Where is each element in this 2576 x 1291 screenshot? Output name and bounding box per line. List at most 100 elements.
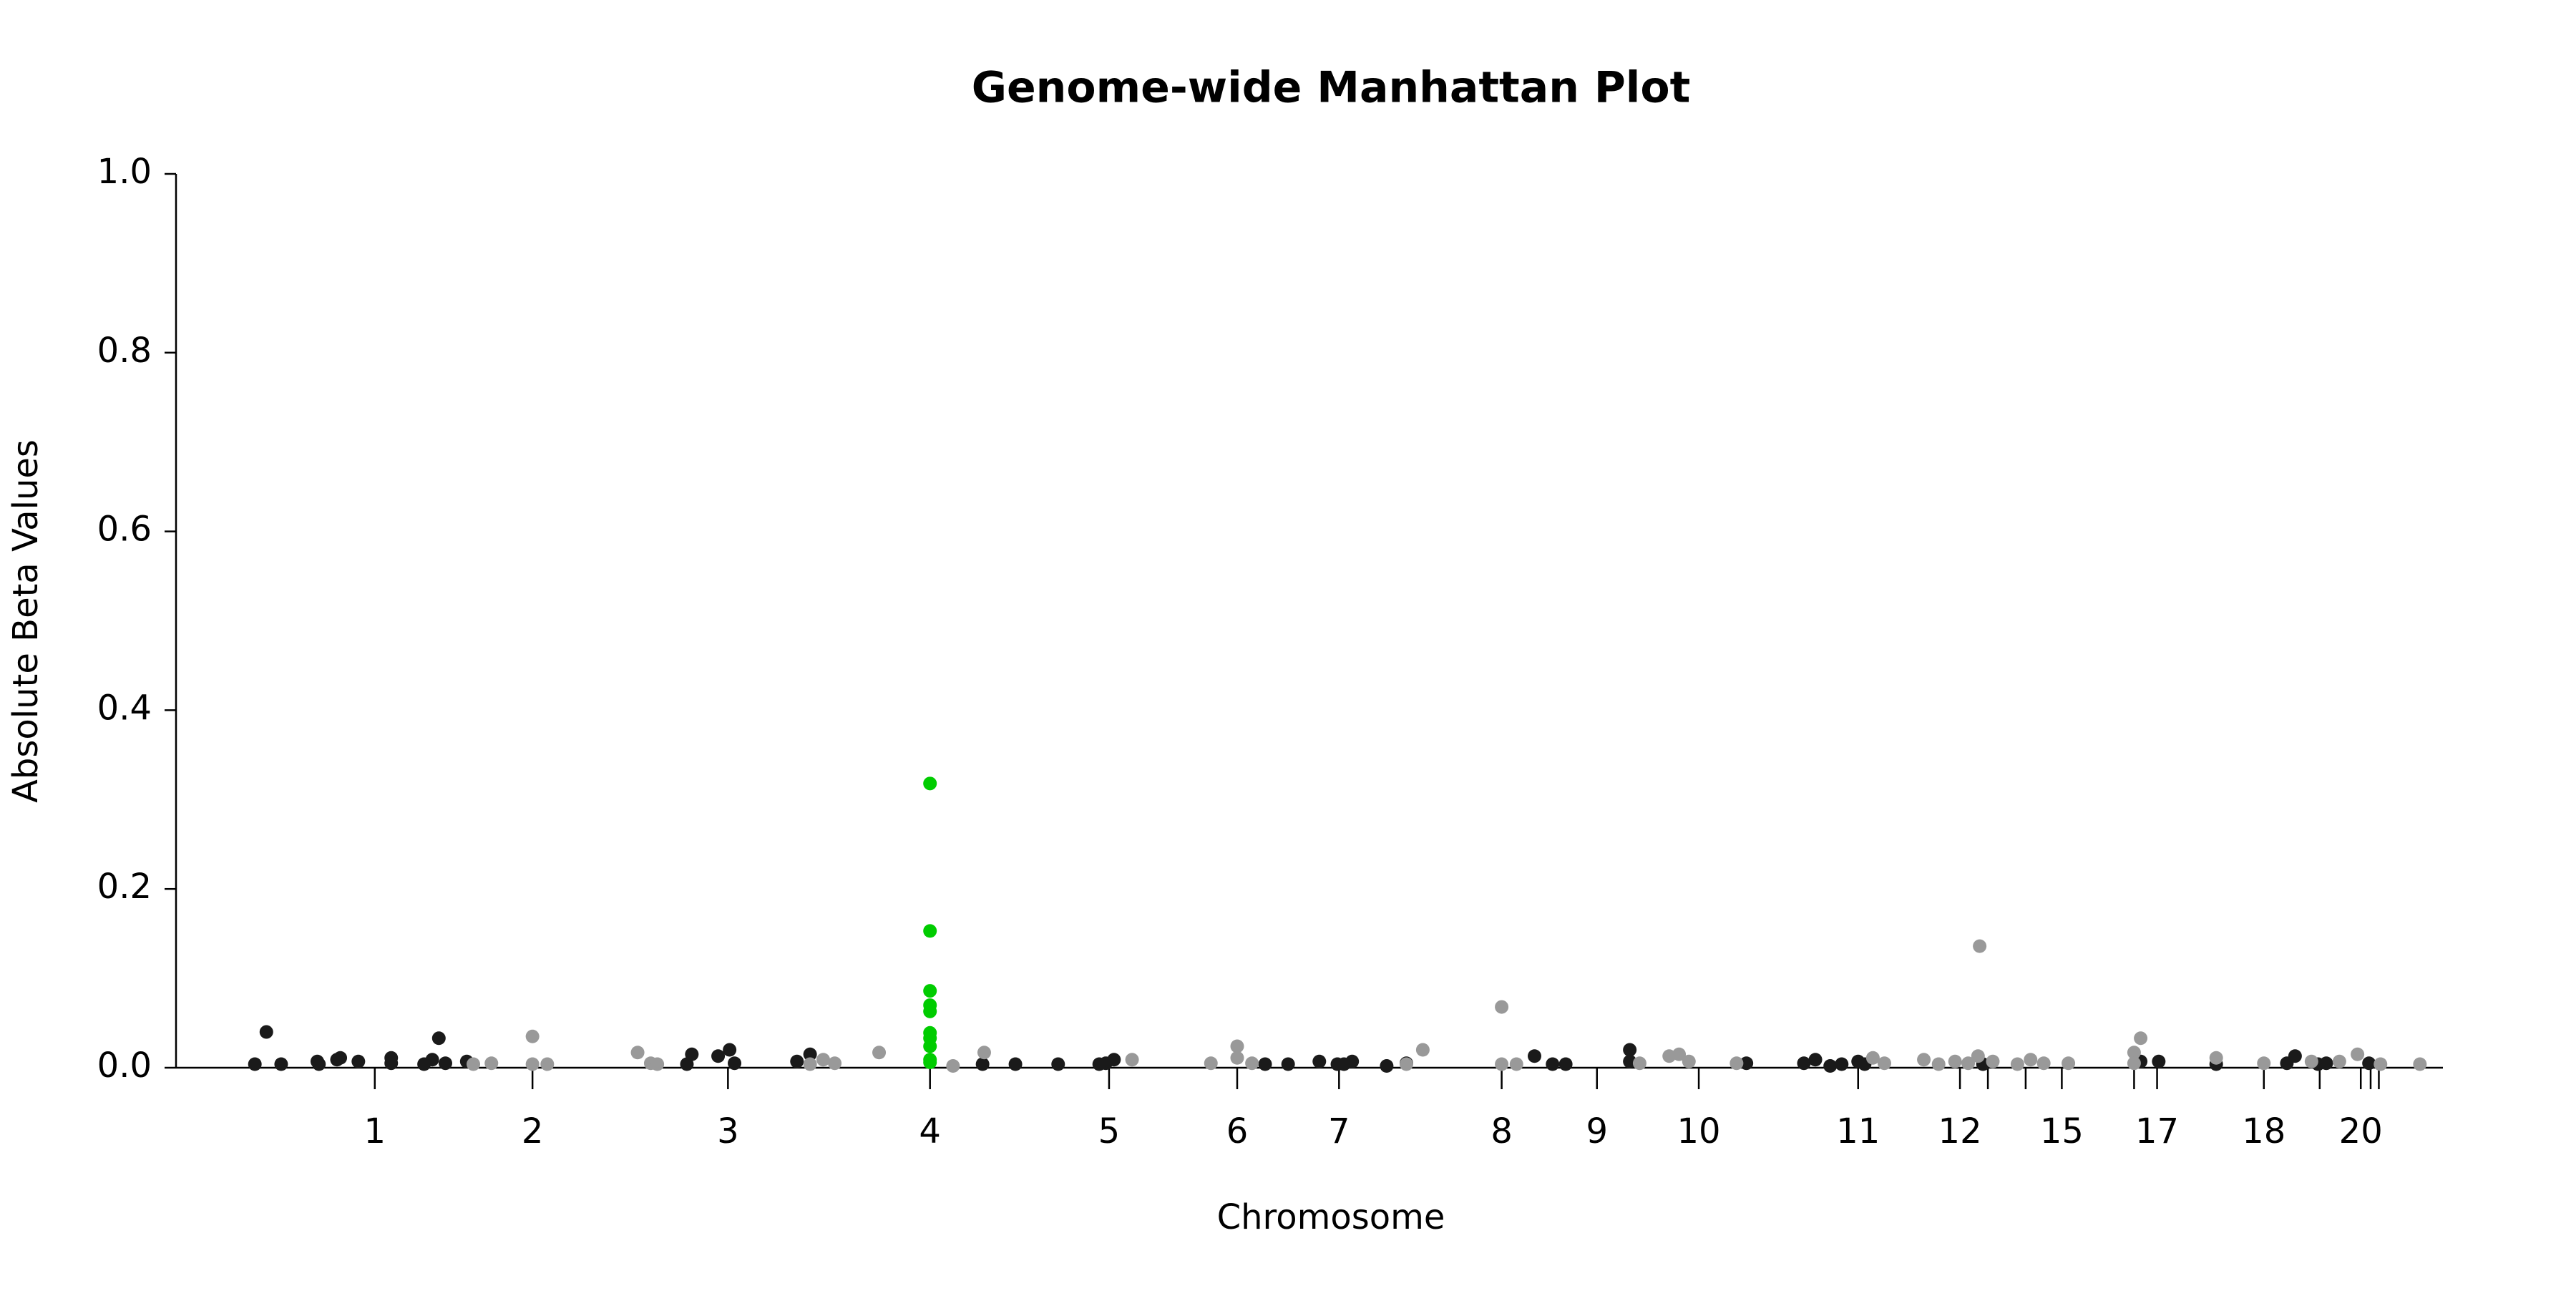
data-point [384,1056,399,1071]
x-tick-label: 9 [1586,1111,1608,1151]
data-point [1835,1057,1849,1071]
x-tick-label: 12 [1938,1111,1982,1151]
data-point [312,1057,326,1071]
chart-title: Genome-wide Manhattan Plot [972,63,1691,113]
data-point [1558,1057,1573,1071]
data-point [1495,1057,1509,1071]
data-point [630,1046,645,1060]
x-tick-label: 20 [2339,1111,2383,1151]
data-point [1971,1049,1985,1063]
y-tick-label: 0.0 [97,1046,152,1086]
data-point [540,1057,555,1071]
data-point [711,1049,726,1063]
data-point [1008,1057,1023,1071]
y-tick-label: 0.6 [97,510,152,550]
data-point [1230,1051,1244,1065]
data-point [2127,1046,2141,1060]
data-point [1877,1056,1891,1071]
data-point [1380,1059,1394,1073]
data-point [828,1056,842,1071]
data-point [2010,1057,2024,1071]
data-point [923,1039,937,1053]
data-point [525,1057,540,1071]
y-tick-label: 0.8 [97,331,152,371]
data-point [923,924,937,938]
data-point [816,1053,830,1067]
data-point [790,1054,804,1068]
data-point [1345,1054,1360,1068]
data-point [2319,1056,2333,1071]
data-point [977,1046,991,1060]
data-point [803,1057,817,1071]
data-point [872,1046,887,1060]
data-point [2362,1056,2376,1071]
x-tick-label: 1 [364,1111,386,1151]
data-point [1740,1056,1754,1071]
x-tick-label: 2 [522,1111,544,1151]
data-point [1546,1057,1560,1071]
x-axis-label: Chromosome [1217,1197,1445,1237]
data-point [728,1056,742,1071]
data-point [1245,1056,1259,1071]
data-point [2209,1051,2223,1065]
x-tick-label: 18 [2242,1111,2285,1151]
data-point [2152,1054,2166,1068]
data-point [438,1056,452,1071]
data-point [1509,1057,1523,1071]
data-point [1528,1049,1542,1063]
data-point [1986,1054,2000,1068]
data-point [1495,1000,1509,1014]
data-point [1931,1057,1946,1071]
data-point [1682,1054,1696,1068]
x-tick-label: 5 [1098,1111,1121,1151]
data-point [1632,1056,1646,1071]
data-point [351,1054,366,1068]
data-point [1865,1051,1880,1065]
data-point [259,1025,273,1039]
data-point [2036,1056,2051,1071]
data-point [2351,1047,2365,1061]
y-axis-label: Absolute Beta Values [6,439,46,803]
x-tick-label: 8 [1491,1111,1513,1151]
data-point [1808,1053,1823,1067]
x-tick-label: 6 [1226,1111,1249,1151]
data-point [274,1057,288,1071]
data-point [431,1031,446,1046]
data-point [923,1004,937,1018]
data-point [946,1059,960,1073]
data-point [1672,1047,1687,1061]
data-point [467,1057,481,1071]
x-tick-label: 7 [1328,1111,1350,1151]
data-point [1107,1053,1121,1067]
data-point [1125,1053,1139,1067]
data-point [1823,1059,1838,1073]
data-point [2288,1049,2302,1063]
data-point [2024,1053,2038,1067]
x-tick-label: 11 [1836,1111,1880,1151]
data-point [2127,1056,2141,1071]
x-tick-label: 15 [2040,1111,2084,1151]
data-point [1623,1043,1637,1057]
data-point [923,1056,937,1070]
data-point [248,1057,262,1071]
y-tick-label: 0.4 [97,688,152,728]
data-point [1415,1043,1430,1057]
data-point [2332,1054,2346,1068]
data-point [1729,1056,1744,1071]
data-point [2062,1056,2076,1071]
data-point [1948,1054,1962,1068]
data-point [425,1053,439,1067]
data-point [723,1043,737,1057]
data-point [1230,1039,1244,1053]
data-point [1399,1057,1413,1071]
x-tick-label: 10 [1677,1111,1721,1151]
data-point [2413,1057,2427,1071]
data-point [1961,1056,1976,1071]
data-point [484,1056,499,1071]
data-point [975,1057,990,1071]
data-point [2257,1056,2271,1071]
x-tick-label: 3 [717,1111,739,1151]
x-tick-label: 4 [919,1111,941,1151]
y-tick-label: 0.2 [97,867,152,907]
